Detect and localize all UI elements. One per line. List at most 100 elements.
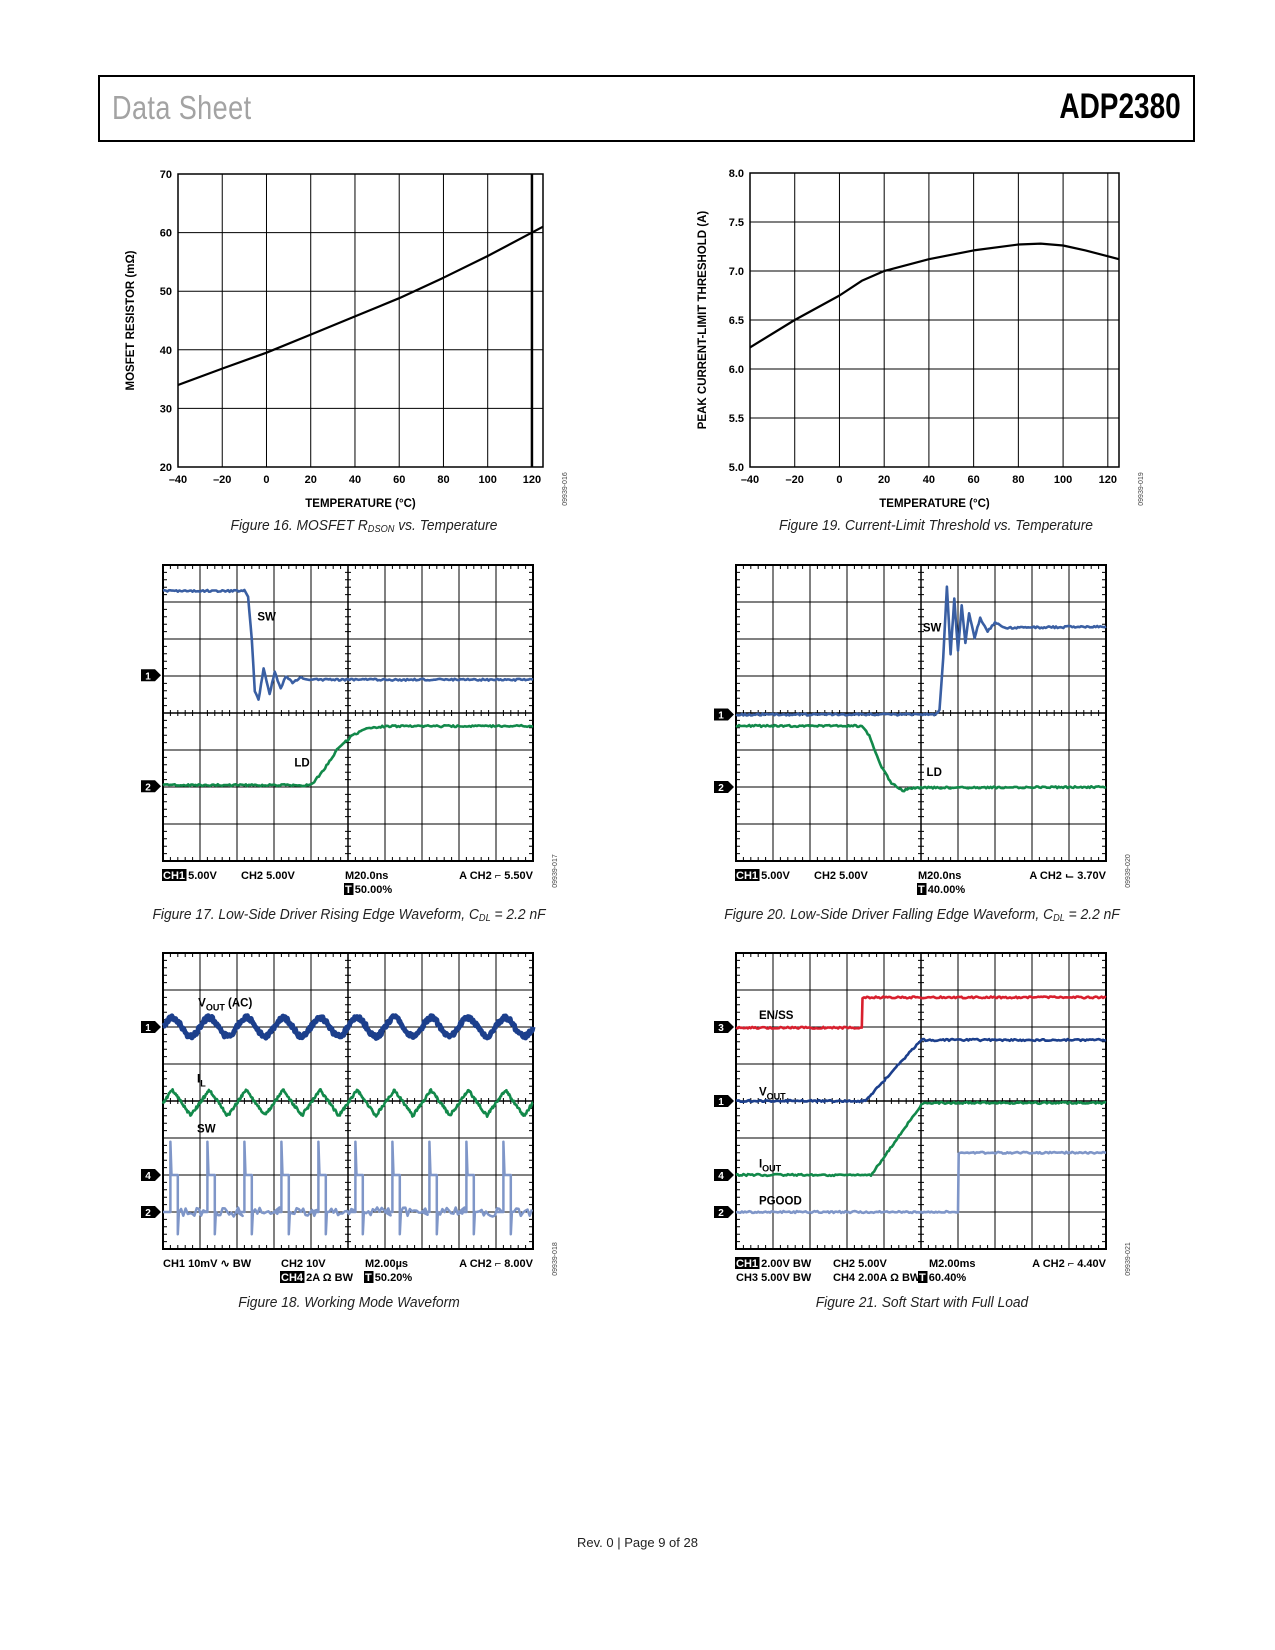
scope-panel-4: EN/SSVOUTIOUTPGOOD3142CH1 2.00V BW CH2 5.… <box>714 953 1132 1284</box>
marker-number: 2 <box>718 783 724 794</box>
figure-21-caption: Figure 21. Soft Start with Full Load <box>664 1294 1179 1311</box>
trace-label: EN/SS <box>759 1010 794 1022</box>
trace-label: LD <box>294 758 309 770</box>
readout-text: CH2 10V <box>281 1258 326 1270</box>
scope-readout: CH1 5.00V <box>735 869 790 882</box>
readout-value: 10V <box>303 1258 326 1270</box>
scope-readout: CH2 10V <box>281 1258 326 1270</box>
x-axis-label: TEMPERATURE (°C) <box>305 498 416 510</box>
marker-arrow <box>714 1169 734 1181</box>
trace-label-main: SW <box>197 1123 216 1135</box>
figure-19-caption: Figure 19. Current-Limit Threshold vs. T… <box>678 517 1193 534</box>
x-tick-label: 40 <box>923 474 935 486</box>
readout-text: CH1 10mV ∿ BW <box>163 1258 252 1270</box>
readout-value: 60.40% <box>926 1272 967 1284</box>
x-tick-label: 80 <box>1012 474 1024 486</box>
scope-readout: T 50.00% <box>344 883 392 896</box>
readout-value: 5.00V <box>185 870 217 882</box>
trace-label-main: EN/SS <box>759 1010 794 1022</box>
figure-20-caption: Figure 20. Low-Side Driver Falling Edge … <box>664 906 1179 924</box>
scope-readout: CH4 2A Ω BW <box>280 1271 354 1284</box>
readout-value: CH2 ⌐ 5.50V <box>467 870 534 882</box>
readout-label: CH2 <box>833 1258 855 1270</box>
readout-text: A CH2 ⌙ 3.70V <box>1029 870 1106 882</box>
readout-text: T 50.00% <box>345 884 392 896</box>
marker-number: 1 <box>718 710 724 721</box>
trace-label: SW <box>197 1123 216 1135</box>
readout-value: 50.20% <box>372 1272 413 1284</box>
marker-number: 2 <box>718 1208 724 1219</box>
x-tick-label: 100 <box>1054 474 1072 486</box>
readout-text: M20.0ns <box>918 870 961 882</box>
trace-label-sub: OUT <box>767 1091 787 1101</box>
caption-sub: DSON <box>368 524 395 535</box>
readout-text: T 60.40% <box>919 1272 966 1284</box>
readout-text: M2.00µs <box>365 1258 408 1270</box>
x-tick-label: 0 <box>263 474 269 486</box>
caption-text: Figure 18. Working Mode Waveform <box>238 1294 459 1311</box>
y-tick-label: 6.5 <box>729 315 744 327</box>
readout-value: CH2 ⌐ 8.00V <box>467 1258 534 1270</box>
readout-text: CH3 5.00V BW <box>736 1272 812 1284</box>
x-tick-label: 80 <box>437 474 449 486</box>
caption-text: vs. Temperature <box>394 517 497 534</box>
marker-arrow <box>714 1095 734 1107</box>
marker-arrow <box>141 780 161 792</box>
x-tick-label: 120 <box>523 474 541 486</box>
channel-marker-3: 3 <box>714 1021 734 1034</box>
y-tick-label: 5.0 <box>729 462 744 474</box>
scope-readout: T 50.20% <box>364 1271 412 1284</box>
readout-value: 5.00V BW <box>758 1272 812 1284</box>
trace-label-sub: OUT <box>206 1003 226 1013</box>
channel-marker-2: 2 <box>141 1206 161 1219</box>
trace-label: IOUT <box>759 1159 782 1174</box>
trace-label: SW <box>257 612 276 624</box>
x-tick-label: 120 <box>1099 474 1117 486</box>
caption-text: = 2.2 nF <box>491 906 546 923</box>
figure-code: 09939-016 <box>562 472 569 506</box>
x-axis-label: TEMPERATURE (°C) <box>879 498 990 510</box>
readout-text: CH2 5.00V <box>833 1258 887 1270</box>
marker-number: 3 <box>718 1023 724 1034</box>
figure-17-caption: Figure 17. Low-Side Driver Rising Edge W… <box>91 906 606 924</box>
readout-value: 40.00% <box>925 884 966 896</box>
channel-marker-1: 1 <box>141 669 161 682</box>
scope-panel-3: VOUT (AC) IL SW 1 4 2 CH1 10mV ∿ BW CH2 10V M2.0… <box>141 953 559 1284</box>
y-tick-label: 60 <box>160 228 172 240</box>
figure-16-caption: Figure 16. MOSFET RDSON vs. Temperature <box>106 517 621 535</box>
x-tick-label: –20 <box>213 474 231 486</box>
x-tick-label: –40 <box>169 474 187 486</box>
scope-readout: CH4 2.00A Ω BW <box>833 1272 921 1284</box>
channel-marker-4: 4 <box>141 1169 161 1182</box>
readout-text: CH4 2A Ω BW <box>281 1272 354 1284</box>
y-tick-label: 8.0 <box>729 168 744 180</box>
channel-marker-2: 2 <box>714 1206 734 1219</box>
marker-arrow <box>141 1021 161 1033</box>
scope-readout: CH1 10mV ∿ BW <box>163 1258 252 1270</box>
scope-readout: T 60.40% <box>918 1271 966 1284</box>
caption-sub: DL <box>1053 913 1065 924</box>
trace-label-main: LD <box>927 767 942 779</box>
readout-text: CH2 5.00V <box>814 870 868 882</box>
readout-text: CH1 5.00V <box>163 870 217 882</box>
caption-text: Figure 16. MOSFET R <box>231 517 368 534</box>
readout-text: A CH2 ⌐ 5.50V <box>459 870 534 882</box>
x-tick-label: 60 <box>968 474 980 486</box>
readout-text: T 50.20% <box>365 1272 412 1284</box>
x-tick-label: 20 <box>878 474 890 486</box>
trace-label: PGOOD <box>759 1196 802 1208</box>
marker-arrow <box>714 1021 734 1033</box>
y-tick-label: 7.5 <box>729 217 744 229</box>
readout-text: CH4 2.00A Ω BW <box>833 1272 921 1284</box>
x-tick-label: 100 <box>479 474 497 486</box>
y-tick-label: 6.0 <box>729 364 744 376</box>
readout-label: CH3 <box>736 1272 758 1284</box>
series-line-rdson <box>178 227 543 385</box>
readout-value: M20.0ns <box>918 870 961 882</box>
marker-arrow <box>141 1206 161 1218</box>
trace-label: IL <box>197 1074 206 1089</box>
page-footer: Rev. 0 | Page 9 of 28 <box>0 1535 1275 1550</box>
caption-text: Figure 20. Low-Side Driver Falling Edge … <box>724 906 1053 923</box>
figure-code: 09939-020 <box>1125 854 1132 888</box>
readout-label: CH4 <box>281 1272 304 1284</box>
